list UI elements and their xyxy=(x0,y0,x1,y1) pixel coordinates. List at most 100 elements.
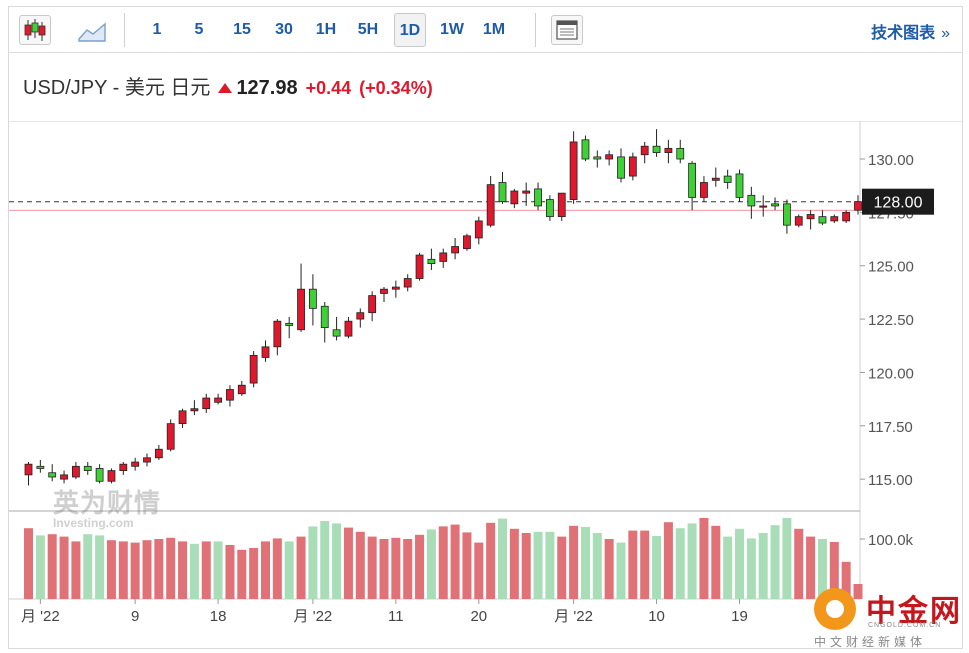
volume-bar xyxy=(746,538,756,599)
area-chart-type-button[interactable] xyxy=(77,19,107,48)
candle-body xyxy=(676,147,685,160)
candle-body xyxy=(617,156,625,179)
candle-body xyxy=(72,465,80,478)
interval-15min-button[interactable]: 15 xyxy=(233,21,251,38)
volume-bar xyxy=(640,530,650,599)
volume-bar xyxy=(284,541,294,599)
volume-bar xyxy=(829,542,839,599)
candle-body xyxy=(226,389,234,401)
x-tick-label: 月 '22 xyxy=(294,608,333,625)
header-divider xyxy=(9,121,962,122)
volume-bar xyxy=(106,540,116,599)
up-arrow-icon xyxy=(218,82,233,93)
candle-body xyxy=(486,184,495,226)
volume-bar xyxy=(723,536,733,599)
volume-bar xyxy=(142,540,152,599)
candlestick-type-button[interactable] xyxy=(19,15,51,45)
volume-bar xyxy=(841,561,851,599)
x-tick-label: 月 '22 xyxy=(554,608,593,625)
table-view-button[interactable] xyxy=(551,15,583,45)
interval-5min-button[interactable]: 5 xyxy=(194,21,204,38)
candle-body xyxy=(557,192,566,218)
chart-toolbar: 1 5 15 30 1H 5H 1D 1W 1M 技术图表 » xyxy=(9,7,962,53)
candle-body xyxy=(711,177,720,181)
volume-bar xyxy=(225,545,235,599)
volume-bar xyxy=(355,531,365,599)
candle-body xyxy=(593,156,602,160)
candle-body xyxy=(95,468,104,482)
interval-30min-button[interactable]: 30 xyxy=(275,21,293,38)
investing-watermark: 英为财情 Investing.com xyxy=(53,483,161,530)
y-tick-label: 120.00 xyxy=(868,365,914,382)
interval-1m-button[interactable]: 1M xyxy=(482,21,506,38)
candle-body xyxy=(320,305,329,329)
candle-body xyxy=(297,288,305,331)
candle-body xyxy=(640,145,649,156)
candle-body xyxy=(36,465,45,469)
candle-body xyxy=(581,139,590,160)
price-change: +0.44 xyxy=(305,78,352,98)
candle-body xyxy=(806,214,815,220)
volume-bar xyxy=(426,529,436,599)
candle-body xyxy=(818,216,827,224)
candle-body xyxy=(759,205,768,208)
tech-chart-link[interactable]: 技术图表 » xyxy=(871,19,950,43)
volume-bar xyxy=(201,541,211,599)
area-chart-icon xyxy=(78,22,106,42)
candle-body xyxy=(83,465,92,471)
volume-bar xyxy=(249,548,259,599)
volume-bar xyxy=(367,536,377,599)
volume-bar xyxy=(261,541,270,599)
interval-5h-button[interactable]: 5H xyxy=(357,21,379,38)
candle-body xyxy=(107,470,116,482)
candle-body xyxy=(344,320,353,337)
volume-bar xyxy=(652,536,662,599)
candle-body xyxy=(190,408,199,412)
interval-1h-button[interactable]: 1H xyxy=(315,21,337,38)
volume-bar xyxy=(486,522,496,599)
volume-bar xyxy=(806,536,816,599)
y-tick-label: 122.50 xyxy=(868,312,914,329)
interval-1d-button[interactable]: 1D xyxy=(394,13,426,47)
candle-body xyxy=(652,145,661,154)
candle-body xyxy=(60,474,68,480)
candle-body xyxy=(628,156,637,177)
volume-bar xyxy=(308,526,318,599)
candle-body xyxy=(273,320,282,348)
y-tick-label: 130.00 xyxy=(868,152,914,169)
volume-bar xyxy=(462,532,472,599)
candle-body xyxy=(522,190,531,194)
volume-bar xyxy=(580,527,590,599)
volume-bar xyxy=(687,523,697,599)
volume-bar xyxy=(154,539,164,599)
candle-body xyxy=(842,211,851,222)
candle-body xyxy=(688,162,696,198)
candle-body xyxy=(391,286,400,290)
volume-bar xyxy=(272,538,282,599)
candle-body xyxy=(723,175,732,183)
watermark-cn: 英为财情 xyxy=(53,488,162,518)
candle-body xyxy=(546,199,554,218)
last-price-badge xyxy=(862,188,934,215)
x-tick-label: 19 xyxy=(731,608,748,625)
x-tick-label: 20 xyxy=(470,608,487,625)
chart-widget: 1 5 15 30 1H 5H 1D 1W 1M 技术图表 » USD/JPY -… xyxy=(8,6,963,649)
volume-bar xyxy=(853,584,863,599)
candle-body xyxy=(510,190,519,205)
volume-bar xyxy=(616,542,626,599)
price-chart[interactable]: 115.00117.50120.00122.50125.00127.50130.… xyxy=(9,7,964,650)
candle-body xyxy=(249,354,258,384)
candle-body xyxy=(308,288,317,309)
interval-1min-button[interactable]: 1 xyxy=(152,21,162,38)
brand-name: 中金网 xyxy=(866,595,962,628)
x-tick-label: 11 xyxy=(388,608,404,625)
volume-bar xyxy=(296,536,306,599)
interval-1w-button[interactable]: 1W xyxy=(440,21,464,38)
x-tick-label: 9 xyxy=(131,608,139,625)
candle-body xyxy=(24,463,33,476)
candle-body xyxy=(214,397,223,403)
candle-body xyxy=(664,147,673,154)
volume-bar xyxy=(343,527,353,599)
watermark-en: Investing.com xyxy=(53,516,134,530)
volume-bar xyxy=(604,539,614,599)
